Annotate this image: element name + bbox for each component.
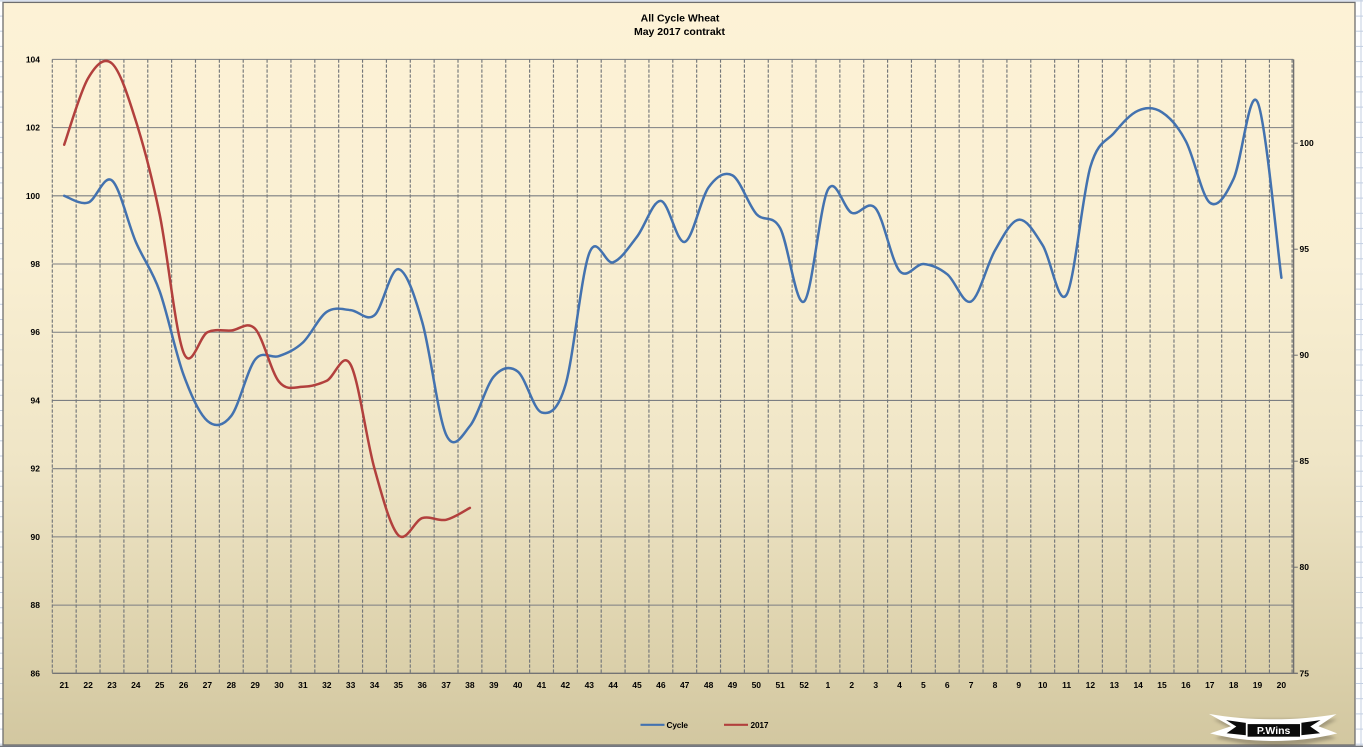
svg-text:30: 30 <box>274 680 284 690</box>
svg-text:36: 36 <box>417 680 427 690</box>
svg-text:8: 8 <box>993 680 998 690</box>
svg-text:40: 40 <box>513 680 523 690</box>
svg-text:41: 41 <box>537 680 547 690</box>
svg-text:92: 92 <box>31 464 41 474</box>
svg-text:90: 90 <box>31 532 41 542</box>
svg-text:11: 11 <box>1062 680 1071 690</box>
svg-text:4: 4 <box>897 680 902 690</box>
svg-text:51: 51 <box>775 680 785 690</box>
svg-text:96: 96 <box>31 327 41 337</box>
svg-text:10: 10 <box>1038 680 1048 690</box>
svg-text:80: 80 <box>1300 562 1310 572</box>
svg-text:42: 42 <box>561 680 571 690</box>
svg-text:48: 48 <box>704 680 714 690</box>
svg-text:52: 52 <box>799 680 809 690</box>
svg-text:34: 34 <box>370 680 380 690</box>
svg-text:33: 33 <box>346 680 356 690</box>
svg-text:22: 22 <box>83 680 93 690</box>
svg-text:88: 88 <box>31 600 41 610</box>
svg-text:P.Wins: P.Wins <box>1257 725 1291 737</box>
svg-text:19: 19 <box>1253 680 1263 690</box>
svg-text:15: 15 <box>1157 680 1167 690</box>
svg-text:27: 27 <box>203 680 213 690</box>
svg-text:3: 3 <box>873 680 878 690</box>
svg-text:6: 6 <box>945 680 950 690</box>
svg-text:5: 5 <box>921 680 926 690</box>
svg-text:47: 47 <box>680 680 690 690</box>
svg-text:Cycle: Cycle <box>667 720 689 730</box>
svg-text:50: 50 <box>752 680 762 690</box>
svg-text:24: 24 <box>131 680 141 690</box>
svg-text:44: 44 <box>608 680 618 690</box>
svg-text:1: 1 <box>826 680 831 690</box>
svg-text:95: 95 <box>1300 244 1310 254</box>
svg-text:17: 17 <box>1205 680 1215 690</box>
svg-text:12: 12 <box>1086 680 1096 690</box>
svg-text:20: 20 <box>1277 680 1287 690</box>
svg-text:49: 49 <box>728 680 738 690</box>
svg-text:May 2017 contrakt: May 2017 contrakt <box>634 26 726 38</box>
svg-text:46: 46 <box>656 680 666 690</box>
svg-text:29: 29 <box>250 680 260 690</box>
svg-text:104: 104 <box>26 54 40 64</box>
svg-text:38: 38 <box>465 680 475 690</box>
svg-text:32: 32 <box>322 680 332 690</box>
svg-text:18: 18 <box>1229 680 1239 690</box>
svg-text:16: 16 <box>1181 680 1191 690</box>
svg-text:86: 86 <box>31 668 41 678</box>
svg-text:85: 85 <box>1300 456 1310 466</box>
svg-text:98: 98 <box>31 259 41 269</box>
svg-text:14: 14 <box>1133 680 1143 690</box>
svg-text:90: 90 <box>1300 350 1310 360</box>
svg-text:13: 13 <box>1110 680 1120 690</box>
svg-text:28: 28 <box>227 680 237 690</box>
svg-text:21: 21 <box>59 680 69 690</box>
svg-text:39: 39 <box>489 680 499 690</box>
svg-text:All Cycle Wheat: All Cycle Wheat <box>641 13 720 25</box>
svg-text:102: 102 <box>26 123 40 133</box>
svg-text:2017: 2017 <box>751 720 769 730</box>
svg-text:31: 31 <box>298 680 308 690</box>
svg-text:25: 25 <box>155 680 165 690</box>
svg-text:37: 37 <box>441 680 451 690</box>
svg-text:43: 43 <box>585 680 595 690</box>
svg-text:35: 35 <box>394 680 404 690</box>
svg-text:2: 2 <box>849 680 854 690</box>
svg-text:75: 75 <box>1300 668 1310 678</box>
svg-text:23: 23 <box>107 680 117 690</box>
svg-text:26: 26 <box>179 680 189 690</box>
svg-text:100: 100 <box>1300 138 1314 148</box>
svg-text:9: 9 <box>1016 680 1021 690</box>
svg-text:100: 100 <box>26 191 40 201</box>
svg-text:7: 7 <box>969 680 974 690</box>
svg-text:45: 45 <box>632 680 642 690</box>
svg-text:94: 94 <box>31 396 41 406</box>
